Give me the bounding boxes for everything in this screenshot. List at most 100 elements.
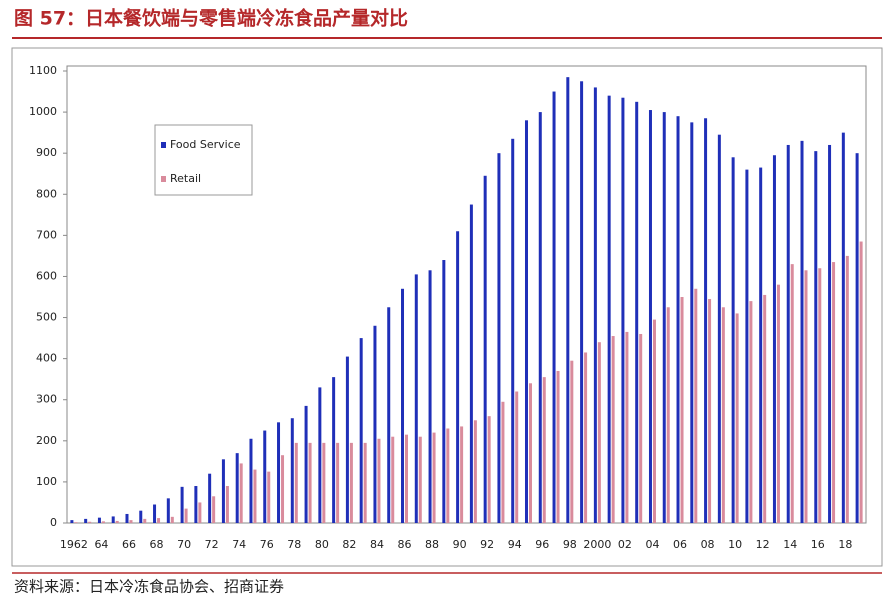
legend-swatch: [161, 176, 166, 182]
bar: [373, 325, 377, 523]
bar: [446, 428, 450, 523]
bar: [818, 268, 822, 523]
y-tick-label: 1100: [29, 64, 57, 77]
y-tick-label: 200: [36, 434, 57, 447]
bar: [731, 157, 735, 524]
bar: [101, 521, 105, 523]
bar: [129, 520, 133, 523]
bar: [501, 401, 505, 523]
bar: [814, 151, 818, 524]
bar: [859, 241, 863, 523]
bar: [538, 112, 542, 523]
bar: [391, 436, 395, 523]
bar: [290, 418, 294, 523]
x-tick-label: 74: [232, 538, 246, 551]
bar: [432, 432, 436, 523]
x-tick-label: 76: [260, 538, 274, 551]
legend-swatch: [161, 142, 166, 148]
bar: [487, 416, 491, 523]
x-tick-label: 18: [838, 538, 852, 551]
bar: [566, 77, 570, 523]
bar: [345, 356, 349, 523]
bar: [332, 377, 336, 523]
bar: [832, 262, 836, 523]
bar: [676, 116, 680, 523]
x-tick-label: 10: [728, 538, 742, 551]
bar: [552, 91, 556, 523]
bar: [336, 442, 340, 523]
bar: [473, 420, 477, 523]
bar: [652, 319, 656, 523]
bar: [97, 517, 101, 523]
legend-label: Retail: [170, 172, 201, 185]
bar: [401, 288, 405, 523]
bar: [153, 504, 157, 523]
bar: [198, 502, 202, 523]
bar: [708, 299, 712, 523]
x-tick-label: 82: [342, 538, 356, 551]
bar: [239, 463, 243, 523]
y-tick-label: 900: [36, 146, 57, 159]
bar: [180, 486, 184, 523]
bar: [497, 153, 501, 523]
bar: [776, 284, 780, 523]
bar: [125, 513, 129, 523]
bar: [111, 516, 115, 523]
bar: [524, 120, 528, 524]
y-tick-label: 100: [36, 475, 57, 488]
bar: [84, 518, 88, 523]
x-tick-label: 12: [756, 538, 770, 551]
bar: [597, 342, 601, 523]
bar: [469, 204, 473, 523]
bar: [322, 442, 326, 523]
y-tick-label: 300: [36, 393, 57, 406]
bar: [611, 336, 615, 523]
x-tick-label: 1962: [60, 538, 88, 551]
y-tick-label: 0: [50, 516, 57, 529]
bar: [593, 87, 597, 523]
bar: [680, 297, 684, 523]
x-tick-label: 88: [425, 538, 439, 551]
x-tick-label: 2000: [583, 538, 611, 551]
bar: [139, 510, 143, 523]
bar: [639, 333, 643, 523]
y-tick-label: 1000: [29, 105, 57, 118]
x-tick-label: 16: [811, 538, 825, 551]
bar: [253, 469, 257, 523]
bar: [515, 391, 519, 523]
bar: [763, 294, 767, 523]
bar: [157, 518, 161, 523]
bar: [170, 516, 174, 523]
x-tick-label: 92: [480, 538, 494, 551]
bar: [607, 95, 611, 524]
bar: [790, 264, 794, 523]
bar: [759, 167, 763, 523]
bar: [745, 169, 749, 524]
bar: [442, 260, 446, 523]
x-tick-label: 70: [177, 538, 191, 551]
bar: [225, 486, 229, 523]
chart-title: 图 57：日本餐饮端与零售端冷冻食品产量对比: [14, 7, 408, 30]
x-tick-label: 06: [673, 538, 687, 551]
bar: [828, 144, 832, 524]
bar: [786, 144, 790, 524]
bar: [88, 521, 92, 523]
bar: [772, 155, 776, 523]
bar: [308, 442, 312, 523]
y-tick-label: 700: [36, 228, 57, 241]
bar: [318, 387, 322, 523]
bar: [841, 132, 845, 524]
bar: [800, 140, 804, 523]
bar: [625, 331, 629, 523]
legend-label: Food Service: [170, 138, 241, 151]
bar: [418, 436, 422, 523]
x-tick-label: 68: [150, 538, 164, 551]
bar: [294, 442, 298, 523]
bar: [542, 377, 546, 523]
chart-frame: [11, 47, 883, 567]
bar: [194, 486, 198, 523]
bar: [377, 438, 381, 523]
bar: [621, 97, 625, 523]
bar: [483, 175, 487, 524]
bar: [556, 370, 560, 523]
